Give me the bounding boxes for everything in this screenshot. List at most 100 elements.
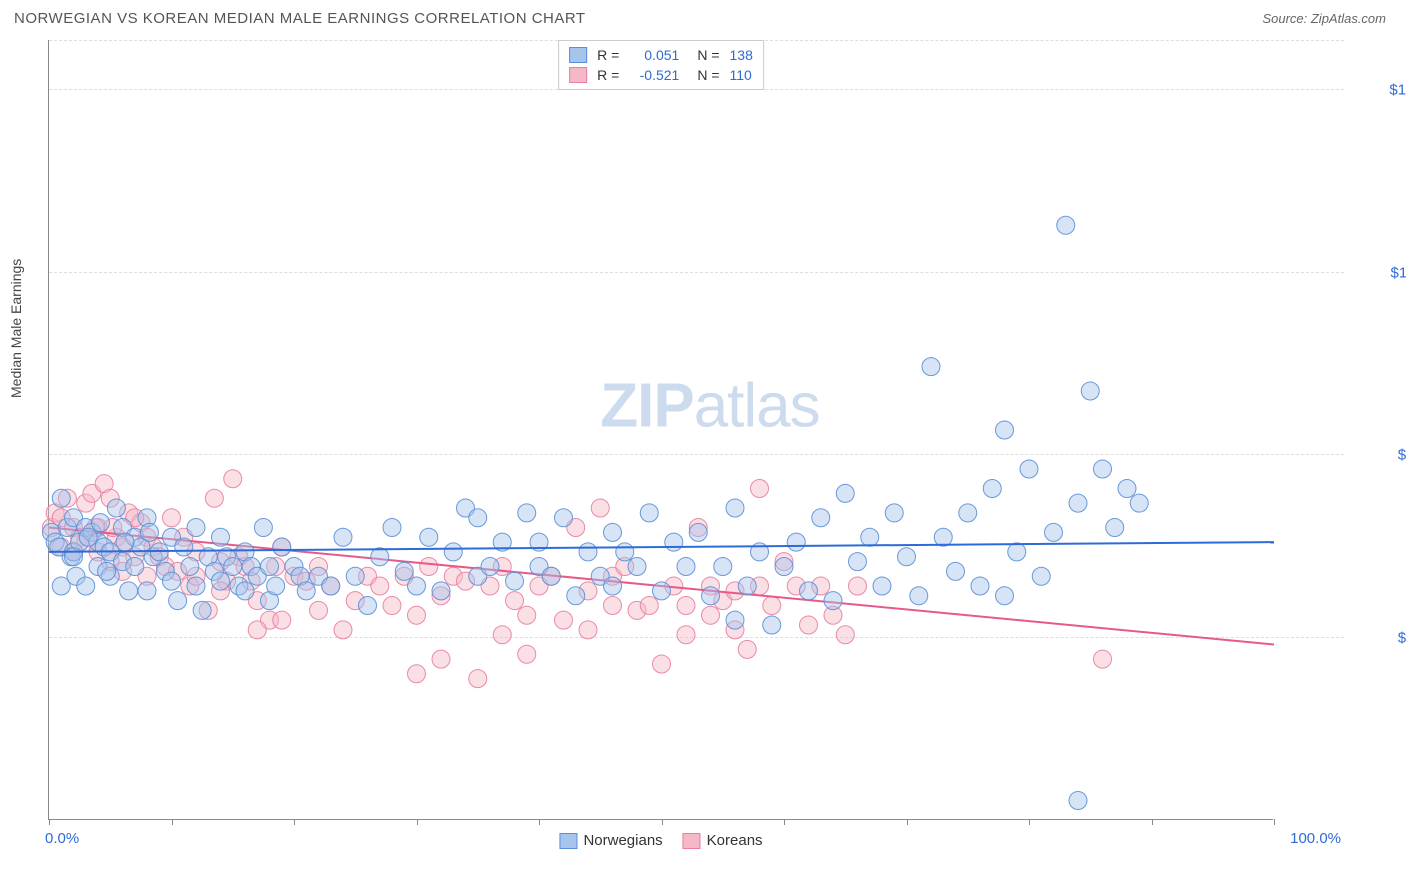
- x-tick: [784, 819, 785, 825]
- data-point: [120, 582, 138, 600]
- data-point: [751, 480, 769, 498]
- data-point: [79, 528, 97, 546]
- data-point: [52, 489, 70, 507]
- y-tick-label: $37,500: [1398, 630, 1406, 647]
- data-point: [359, 597, 377, 615]
- data-point: [555, 611, 573, 629]
- x-tick: [539, 819, 540, 825]
- data-point: [432, 650, 450, 668]
- data-point: [432, 582, 450, 600]
- scatter-plot: [49, 40, 1274, 820]
- x-max-label: 100.0%: [1290, 830, 1341, 847]
- data-point: [604, 577, 622, 595]
- data-point: [738, 577, 756, 595]
- data-point: [77, 577, 95, 595]
- data-point: [138, 582, 156, 600]
- data-point: [763, 597, 781, 615]
- data-point: [873, 577, 891, 595]
- data-point: [346, 567, 364, 585]
- x-tick: [1029, 819, 1030, 825]
- data-point: [579, 543, 597, 561]
- plot-area: $37,500$75,000$112,500$150,000 ZIPatlas …: [48, 40, 1273, 820]
- data-point: [383, 597, 401, 615]
- data-point: [181, 558, 199, 576]
- data-point: [604, 597, 622, 615]
- legend-item-koreans: Koreans: [683, 832, 763, 849]
- data-point: [861, 528, 879, 546]
- data-point: [665, 533, 683, 551]
- series-legend: Norwegians Koreans: [559, 832, 762, 849]
- data-point: [677, 558, 695, 576]
- data-point: [518, 645, 536, 663]
- data-point: [836, 484, 854, 502]
- data-point: [849, 577, 867, 595]
- data-point: [1032, 567, 1050, 585]
- swatch-koreans: [569, 67, 587, 83]
- data-point: [996, 587, 1014, 605]
- data-point: [224, 558, 242, 576]
- data-point: [689, 523, 707, 541]
- data-point: [910, 587, 928, 605]
- chart-title: NORWEGIAN VS KOREAN MEDIAN MALE EARNINGS…: [14, 10, 586, 27]
- data-point: [236, 582, 254, 600]
- x-tick: [294, 819, 295, 825]
- data-point: [310, 601, 328, 619]
- data-point: [738, 640, 756, 658]
- data-point: [116, 533, 134, 551]
- data-point: [702, 587, 720, 605]
- data-point: [653, 582, 671, 600]
- data-point: [297, 582, 315, 600]
- data-point: [261, 558, 279, 576]
- data-point: [640, 597, 658, 615]
- data-point: [334, 621, 352, 639]
- data-point: [542, 567, 560, 585]
- data-point: [616, 543, 634, 561]
- data-point: [212, 528, 230, 546]
- data-point: [420, 558, 438, 576]
- data-point: [273, 611, 291, 629]
- data-point: [1057, 216, 1075, 234]
- data-point: [1081, 382, 1099, 400]
- data-point: [787, 533, 805, 551]
- data-point: [395, 562, 413, 580]
- data-point: [996, 421, 1014, 439]
- data-point: [408, 577, 426, 595]
- data-point: [726, 499, 744, 517]
- data-point: [91, 514, 109, 532]
- swatch-norwegians: [569, 47, 587, 63]
- y-tick-label: $112,500: [1391, 264, 1406, 281]
- data-point: [971, 577, 989, 595]
- data-point: [653, 655, 671, 673]
- data-point: [1020, 460, 1038, 478]
- data-point: [1094, 650, 1112, 668]
- x-tick: [172, 819, 173, 825]
- data-point: [444, 543, 462, 561]
- data-point: [175, 538, 193, 556]
- data-point: [205, 489, 223, 507]
- data-point: [922, 358, 940, 376]
- data-point: [800, 616, 818, 634]
- data-point: [579, 621, 597, 639]
- data-point: [65, 548, 83, 566]
- data-point: [1094, 460, 1112, 478]
- data-point: [983, 480, 1001, 498]
- data-point: [567, 587, 585, 605]
- data-point: [836, 626, 854, 644]
- data-point: [959, 504, 977, 522]
- x-tick: [417, 819, 418, 825]
- data-point: [604, 523, 622, 541]
- x-min-label: 0.0%: [45, 830, 79, 847]
- data-point: [254, 519, 272, 537]
- y-tick-label: $75,000: [1398, 447, 1406, 464]
- data-point: [224, 470, 242, 488]
- data-point: [140, 523, 158, 541]
- data-point: [677, 626, 695, 644]
- correlation-legend: R = 0.051 N = 138 R = -0.521 N = 110: [558, 40, 764, 90]
- data-point: [640, 504, 658, 522]
- data-point: [677, 597, 695, 615]
- data-point: [1069, 494, 1087, 512]
- data-point: [812, 509, 830, 527]
- data-point: [163, 572, 181, 590]
- data-point: [322, 577, 340, 595]
- data-point: [763, 616, 781, 634]
